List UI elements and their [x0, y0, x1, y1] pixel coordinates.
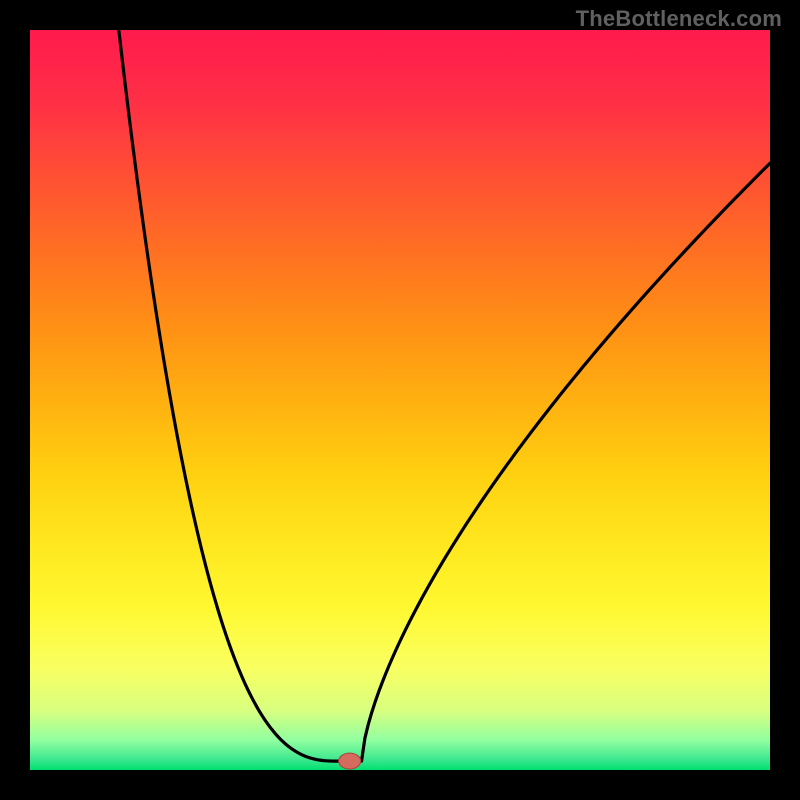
bottleneck-chart — [30, 30, 770, 770]
watermark-text: TheBottleneck.com — [576, 6, 782, 32]
chart-container — [30, 30, 770, 770]
chart-background — [30, 30, 770, 770]
optimal-marker — [339, 753, 361, 769]
